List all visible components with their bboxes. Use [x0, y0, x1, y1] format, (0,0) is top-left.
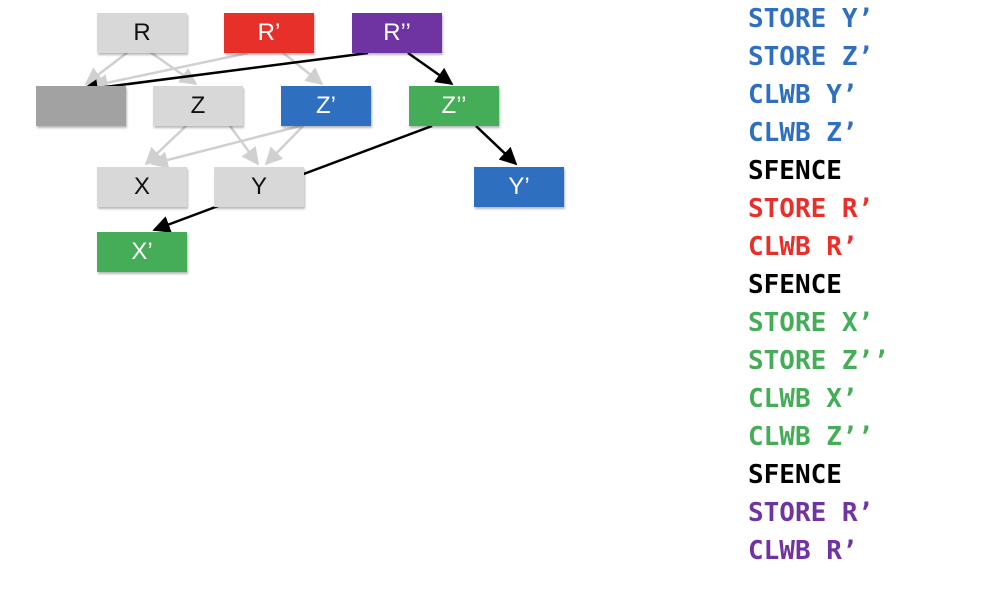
instruction-line: STORE R’	[748, 498, 874, 528]
edge-rdoubleprime-to-zdoubleprime	[407, 51, 454, 86]
instruction-line: STORE Z’	[748, 42, 874, 72]
instruction-line: CLWB Z’	[748, 118, 858, 148]
instruction-line: CLWB R’	[748, 536, 858, 566]
instruction-line: CLWB Y’	[748, 80, 858, 110]
node-x-prime: X’	[97, 232, 187, 272]
edge-zprime-to-x	[150, 123, 305, 169]
node-r: R	[97, 13, 187, 53]
node-x: X	[97, 167, 187, 207]
node-z: Z	[153, 86, 243, 126]
node-z-double-prime: Z’’	[409, 86, 499, 126]
instruction-line: SFENCE	[748, 156, 842, 186]
instruction-line: STORE Y’	[748, 4, 874, 34]
instruction-sequence: STORE Y’ STORE Z’ CLWB Y’ CLWB Z’ SFENCE…	[748, 0, 889, 570]
instruction-line: CLWB Z’’	[748, 422, 874, 452]
node-y-prime: Y’	[474, 167, 564, 207]
node-r-double-prime: R’’	[352, 13, 442, 53]
instruction-line: SFENCE	[748, 460, 842, 490]
node-r-prime: R’	[224, 13, 314, 53]
edge-rprime-to-blank	[90, 51, 249, 92]
instruction-line: SFENCE	[748, 270, 842, 300]
edge-zprime-to-y	[264, 124, 305, 166]
node-z-prime: Z’	[281, 86, 371, 126]
edge-rdoubleprime-to-blank	[80, 51, 369, 97]
edge-rprime-to-zprime	[281, 51, 324, 86]
instruction-line: CLWB X’	[748, 384, 858, 414]
instruction-line: STORE Z’’	[748, 346, 889, 376]
node-y: Y	[214, 167, 304, 207]
edge-z-to-x	[144, 125, 187, 166]
edge-z-to-y	[228, 125, 260, 166]
instruction-line: STORE X’	[748, 308, 874, 338]
node-blank	[36, 86, 126, 126]
instruction-line: CLWB R’	[748, 232, 858, 262]
edge-zdoubleprime-to-yprime	[475, 125, 518, 166]
instruction-line: STORE R’	[748, 194, 874, 224]
